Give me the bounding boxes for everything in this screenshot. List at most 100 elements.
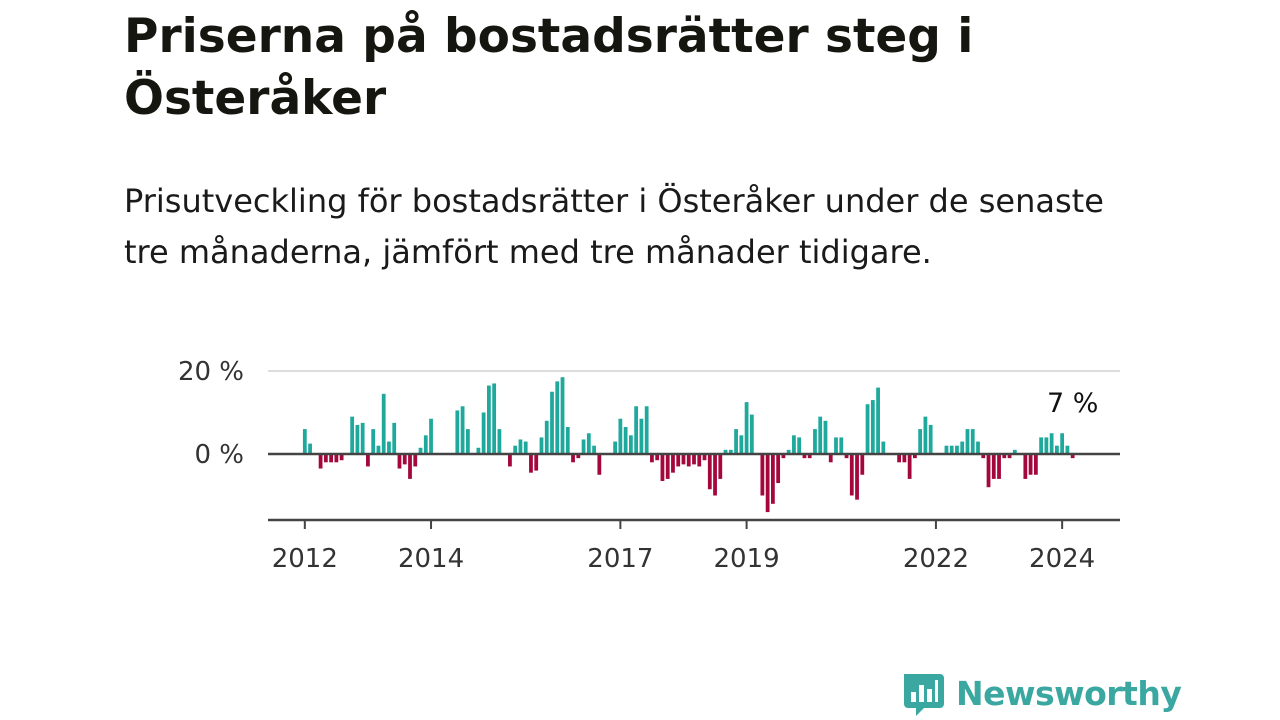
bar [518, 439, 523, 454]
bar [660, 454, 665, 481]
bar [765, 454, 770, 513]
y-tick-label: 0 % [194, 440, 244, 470]
bar [823, 420, 828, 454]
bar-chart: 20 % 0 % 2012 2014 2017 2019 2022 2024 7 % [178, 357, 1120, 574]
bar [707, 454, 712, 490]
x-tick-label: 2017 [587, 544, 653, 574]
bar [371, 429, 376, 454]
bar [497, 429, 502, 454]
x-tick-label: 2024 [1029, 544, 1095, 574]
bar [728, 449, 733, 454]
bar [376, 445, 381, 454]
bar [1044, 437, 1049, 454]
bar [955, 445, 959, 454]
bar [576, 454, 581, 459]
bar [534, 454, 539, 471]
bar [1054, 445, 1059, 454]
bar [681, 454, 686, 465]
bar [1023, 454, 1028, 479]
bar [844, 454, 849, 459]
bar [650, 454, 654, 463]
bar [692, 454, 696, 465]
bar [802, 454, 807, 459]
bar [970, 429, 975, 454]
bar [465, 429, 470, 454]
bar [360, 422, 365, 454]
bar [418, 447, 423, 454]
bar [644, 406, 649, 454]
bar [334, 454, 339, 463]
bar [923, 416, 928, 454]
bar [697, 454, 702, 467]
bar [718, 454, 723, 479]
bar [865, 404, 870, 454]
bar [402, 454, 407, 465]
bar [965, 429, 970, 454]
bar [739, 435, 744, 454]
bar [944, 445, 949, 454]
bar [786, 449, 791, 454]
axes [268, 452, 1120, 522]
bar [960, 441, 965, 454]
bar [1007, 454, 1012, 459]
bar [597, 454, 602, 475]
bar [392, 422, 397, 454]
bar [734, 429, 738, 454]
bar [408, 454, 412, 479]
chart-subtitle: Prisutveckling för bostadsrätter i Öster… [124, 182, 1104, 271]
bar [876, 387, 880, 454]
bar [586, 433, 591, 454]
bar [355, 424, 360, 454]
bar [655, 454, 660, 461]
bar [539, 437, 544, 454]
bar [302, 429, 307, 454]
bar [387, 441, 391, 454]
bar [318, 454, 323, 469]
bar [665, 454, 670, 479]
bar [339, 454, 344, 461]
bar [918, 429, 923, 454]
bar [455, 410, 460, 454]
bar [749, 414, 754, 454]
bar [881, 441, 886, 454]
bar [492, 383, 497, 454]
bar [592, 445, 596, 454]
bar [366, 454, 370, 467]
bar [986, 454, 991, 488]
bar [560, 377, 565, 454]
bar [776, 454, 781, 484]
bar [423, 435, 428, 454]
bar [529, 454, 533, 473]
bar [1028, 454, 1033, 475]
bar [1012, 449, 1017, 454]
bar [555, 381, 560, 454]
newsworthy-logo: Newsworthy [900, 670, 1182, 716]
bars [302, 377, 1075, 513]
bar [1070, 454, 1075, 459]
bar [1049, 433, 1054, 454]
bar [323, 454, 328, 463]
bar [639, 418, 644, 454]
x-tick-label: 2022 [903, 544, 969, 574]
bar [308, 443, 312, 454]
bar [523, 441, 528, 454]
bar [781, 454, 786, 459]
bar [1033, 454, 1038, 475]
bar [849, 454, 854, 496]
bar [981, 454, 986, 459]
bar [1039, 437, 1044, 454]
bar [834, 437, 838, 454]
x-tick-label: 2014 [398, 544, 464, 574]
bar [350, 416, 355, 454]
bar [397, 454, 402, 469]
x-tick-label: 2019 [714, 544, 780, 574]
bar [508, 454, 512, 467]
bar [744, 402, 749, 454]
bar [623, 427, 628, 454]
bar [770, 454, 775, 504]
bar [1002, 454, 1007, 459]
bar [671, 454, 675, 473]
bar [513, 445, 518, 454]
bar [839, 437, 844, 454]
chart-title: Priserna på bostadsrätter steg i Österåk… [124, 9, 974, 126]
